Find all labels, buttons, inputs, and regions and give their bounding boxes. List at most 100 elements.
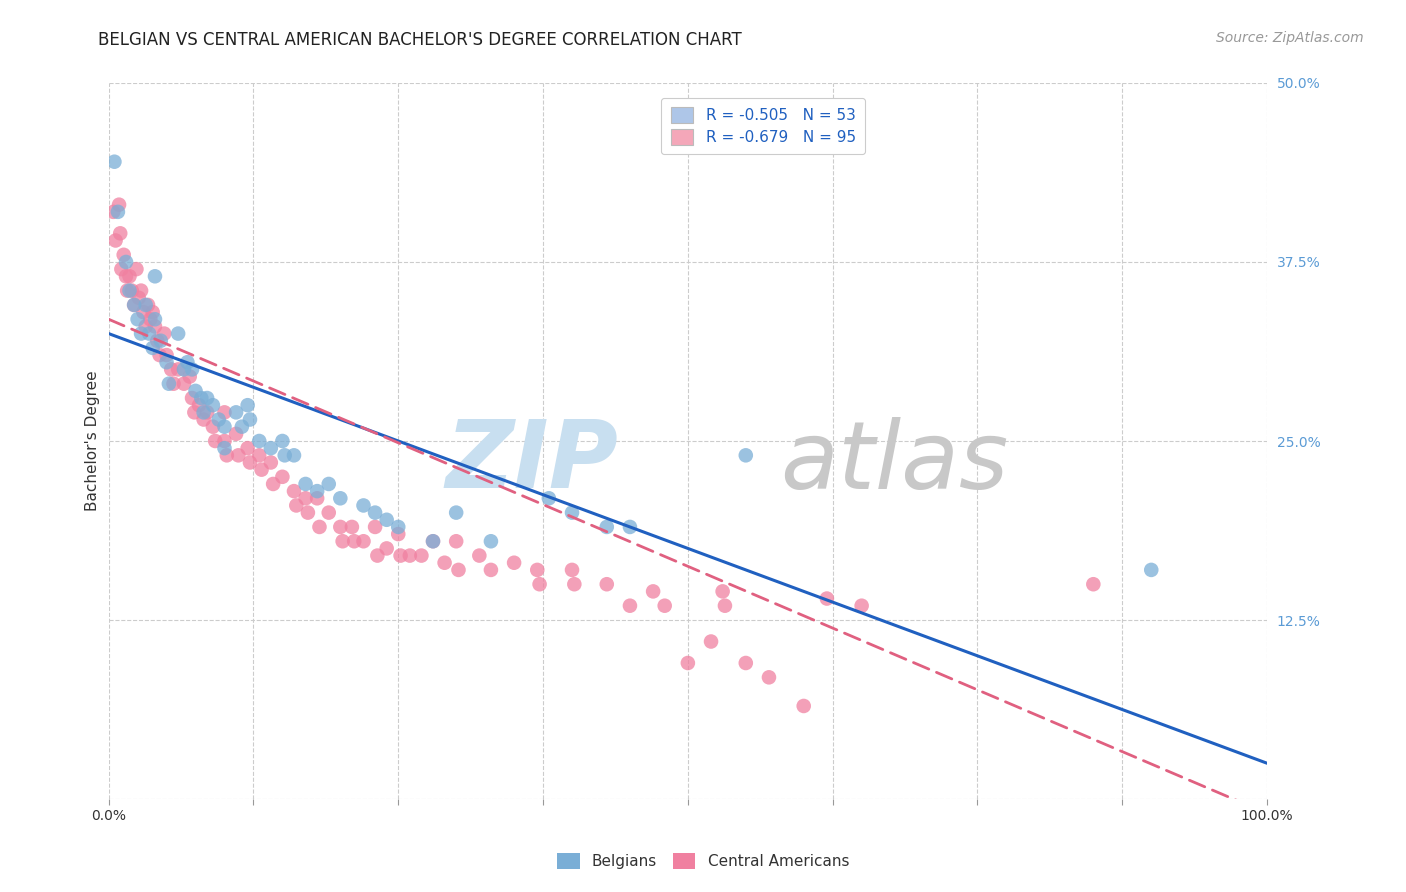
Point (214, 419, 236, 434)
Point (204, 434, 226, 448)
Point (700, 634, 723, 648)
Point (181, 391, 204, 405)
Point (181, 362, 204, 376)
Point (167, 326, 190, 341)
Point (274, 448, 297, 462)
Point (142, 305, 165, 319)
Point (815, 591, 838, 606)
Point (433, 556, 456, 570)
Point (308, 520, 330, 534)
Point (157, 376, 180, 391)
Point (654, 599, 676, 613)
Point (297, 506, 319, 520)
Point (318, 506, 340, 520)
Point (1083, 577, 1105, 591)
Point (214, 441, 236, 455)
Point (173, 376, 195, 391)
Point (734, 656, 756, 670)
Point (135, 298, 157, 312)
Point (112, 248, 135, 262)
Point (343, 534, 366, 549)
Point (104, 234, 127, 248)
Point (447, 563, 470, 577)
Point (364, 506, 387, 520)
Point (537, 491, 560, 506)
Point (127, 312, 149, 326)
Point (387, 520, 409, 534)
Point (214, 434, 236, 448)
Point (125, 262, 148, 277)
Point (503, 556, 526, 570)
Point (479, 534, 502, 549)
Point (271, 470, 294, 484)
Point (479, 563, 502, 577)
Point (193, 405, 215, 419)
Point (353, 534, 375, 549)
Point (714, 599, 737, 613)
Point (526, 563, 548, 577)
Point (398, 549, 420, 563)
Point (128, 291, 150, 305)
Point (411, 549, 433, 563)
Point (468, 549, 491, 563)
Point (375, 513, 398, 527)
Point (103, 204, 125, 219)
Point (387, 527, 409, 541)
Point (190, 391, 212, 405)
Point (561, 506, 583, 520)
Point (228, 448, 250, 462)
Legend: R = -0.505   N = 53, R = -0.679   N = 95: R = -0.505 N = 53, R = -0.679 N = 95 (661, 98, 865, 154)
Point (793, 698, 815, 713)
Point (250, 463, 273, 477)
Point (122, 298, 145, 312)
Point (162, 376, 184, 391)
Text: BELGIAN VS CENTRAL AMERICAN BACHELOR'S DEGREE CORRELATION CHART: BELGIAN VS CENTRAL AMERICAN BACHELOR'S D… (98, 31, 742, 49)
Text: atlas: atlas (780, 417, 1008, 508)
Point (260, 441, 283, 455)
Point (173, 362, 195, 376)
Text: Source: ZipAtlas.com: Source: ZipAtlas.com (1216, 31, 1364, 45)
Point (444, 506, 467, 520)
Point (271, 434, 294, 448)
Point (160, 362, 183, 376)
Point (561, 563, 583, 577)
Point (562, 577, 585, 591)
Point (444, 534, 467, 549)
Point (529, 577, 551, 591)
Point (176, 355, 198, 369)
Point (215, 448, 238, 462)
Point (285, 499, 308, 513)
Point (307, 491, 329, 506)
Point (375, 541, 398, 556)
Point (318, 477, 340, 491)
Point (1140, 563, 1163, 577)
Point (208, 412, 231, 426)
Point (329, 520, 352, 534)
Point (340, 520, 363, 534)
Point (135, 319, 157, 334)
Point (734, 448, 756, 462)
Point (239, 455, 262, 469)
Point (188, 398, 211, 412)
Point (167, 362, 190, 376)
Point (758, 670, 780, 684)
Point (129, 284, 152, 298)
Point (294, 491, 316, 506)
Text: ZIP: ZIP (446, 417, 619, 508)
Point (138, 326, 160, 341)
Point (149, 334, 172, 348)
Point (239, 412, 262, 426)
Point (129, 326, 152, 341)
Point (364, 520, 387, 534)
Point (110, 227, 132, 241)
Y-axis label: Bachelor's Degree: Bachelor's Degree (86, 371, 100, 511)
Point (851, 599, 873, 613)
Point (122, 298, 145, 312)
Point (146, 334, 169, 348)
Point (115, 269, 138, 284)
Point (184, 384, 207, 398)
Point (155, 355, 177, 369)
Point (139, 312, 162, 326)
Point (236, 398, 259, 412)
Point (643, 584, 665, 599)
